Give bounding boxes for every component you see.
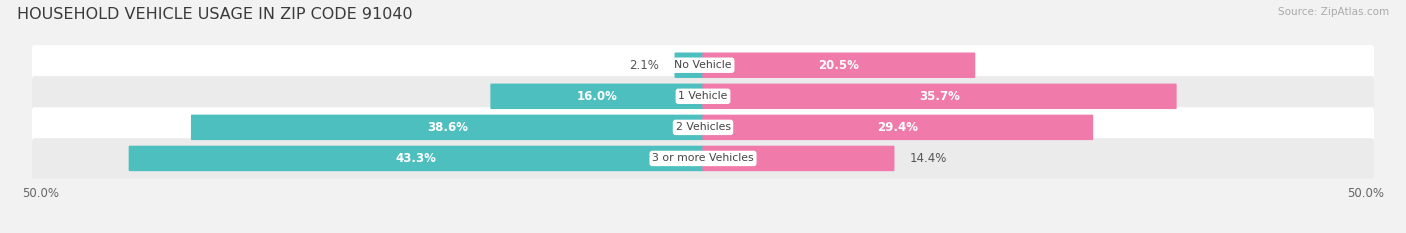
FancyBboxPatch shape xyxy=(703,52,976,78)
Text: Source: ZipAtlas.com: Source: ZipAtlas.com xyxy=(1278,7,1389,17)
Text: 2 Vehicles: 2 Vehicles xyxy=(675,122,731,132)
FancyBboxPatch shape xyxy=(32,107,1374,147)
FancyBboxPatch shape xyxy=(191,115,703,140)
Text: 16.0%: 16.0% xyxy=(576,90,617,103)
Text: 3 or more Vehicles: 3 or more Vehicles xyxy=(652,154,754,163)
Text: 2.1%: 2.1% xyxy=(630,59,659,72)
Text: 20.5%: 20.5% xyxy=(818,59,859,72)
FancyBboxPatch shape xyxy=(675,52,703,78)
FancyBboxPatch shape xyxy=(32,45,1374,86)
Text: 43.3%: 43.3% xyxy=(395,152,437,165)
Text: 1 Vehicle: 1 Vehicle xyxy=(678,91,728,101)
FancyBboxPatch shape xyxy=(32,138,1374,179)
Text: 38.6%: 38.6% xyxy=(427,121,468,134)
FancyBboxPatch shape xyxy=(703,146,894,171)
FancyBboxPatch shape xyxy=(129,146,703,171)
Text: HOUSEHOLD VEHICLE USAGE IN ZIP CODE 91040: HOUSEHOLD VEHICLE USAGE IN ZIP CODE 9104… xyxy=(17,7,412,22)
Text: 14.4%: 14.4% xyxy=(910,152,948,165)
Text: 35.7%: 35.7% xyxy=(920,90,960,103)
FancyBboxPatch shape xyxy=(32,76,1374,116)
Text: No Vehicle: No Vehicle xyxy=(675,60,731,70)
Text: 29.4%: 29.4% xyxy=(877,121,918,134)
FancyBboxPatch shape xyxy=(703,84,1177,109)
FancyBboxPatch shape xyxy=(491,84,703,109)
FancyBboxPatch shape xyxy=(703,115,1094,140)
